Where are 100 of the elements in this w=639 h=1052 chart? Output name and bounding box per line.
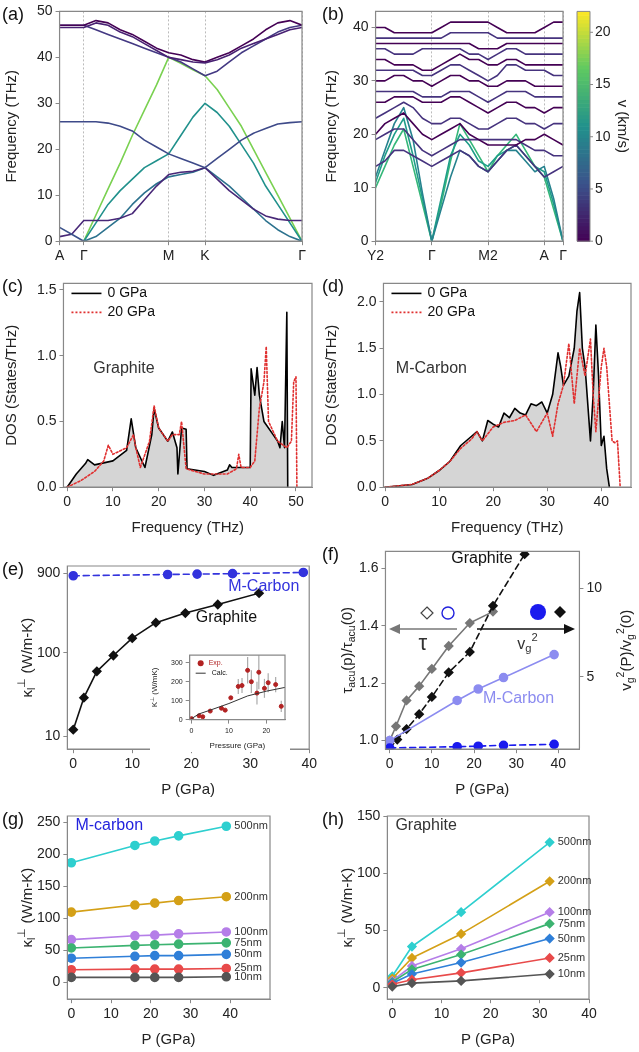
x-tick-label: 30 <box>242 755 259 772</box>
x-tick-label: 10 <box>105 493 121 510</box>
series-label: 500nm <box>557 835 592 848</box>
x-tick-label: A <box>539 247 550 264</box>
y-tick-label: 20 <box>36 140 53 157</box>
x-tick-label: 10 <box>124 755 141 772</box>
series-label: 100nm <box>234 924 268 937</box>
x-tick-label: 30 <box>532 1005 548 1022</box>
x-tick-label: 20 <box>143 1005 159 1022</box>
y-tick-label: 0 <box>52 973 61 990</box>
y-tick-label: 150 <box>357 806 381 823</box>
y-tick-label: 1.0 <box>36 346 57 363</box>
series-label: 50nm <box>557 931 586 944</box>
x-tick-label: 0 <box>69 755 78 772</box>
y-tick-label: 1.2 <box>358 674 379 691</box>
series-label: Graphite <box>195 607 258 625</box>
x-tick-label: 0 <box>388 1005 397 1022</box>
annotation: M-carbon <box>75 815 144 833</box>
color-bar-label: 20 <box>595 23 611 40</box>
y-axis-title: κl⊥ (W/m-K) <box>15 617 38 698</box>
x-tick-label: 30 <box>539 493 556 510</box>
y-tick-label: 100 <box>37 909 61 926</box>
x-tick-label: 30 <box>196 493 213 510</box>
legend-label: 20 GPa <box>427 303 476 320</box>
y-tick-label: 1.0 <box>356 385 377 402</box>
y-tick-label: 100 <box>37 643 61 660</box>
series-label: 100nm <box>557 905 592 918</box>
x-tick-label: M <box>162 247 175 264</box>
annotation: M-Carbon <box>395 359 467 377</box>
color-bar-label: 10 <box>595 127 611 144</box>
y-tick-label: 0.5 <box>356 431 377 448</box>
legend-label: 0 GPa <box>427 284 468 301</box>
x-tick-label: 40 <box>222 1005 239 1022</box>
x-tick-label: 0 <box>67 1005 76 1022</box>
x-axis-title: P (GPa) <box>141 1030 196 1048</box>
x-tick-label: A <box>54 247 65 264</box>
y-tick-label: 250 <box>37 813 61 830</box>
legend-label: 0 GPa <box>107 284 148 301</box>
x-tick-label: 30 <box>182 1005 199 1022</box>
y-tick-label: 2.0 <box>356 292 377 309</box>
y-tick-label: 20 <box>352 125 369 142</box>
series-label: Graphite <box>451 548 513 566</box>
series-label: 25nm <box>557 951 586 964</box>
x-tick-label: Γ <box>427 247 436 264</box>
y-tick-label: 0 <box>372 978 381 995</box>
x-tick-label: 0 <box>385 755 394 772</box>
y-tick-label: 1.4 <box>358 616 379 633</box>
color-bar-label: 5 <box>595 179 603 196</box>
y-tick-label: 900 <box>37 564 61 581</box>
chart-title: (b) <box>322 4 344 25</box>
y2-axis-title: vg2(P)/vg2(0) <box>614 609 637 691</box>
y-axis-title: DOS (States/THz) <box>322 324 340 446</box>
y-axis-title: κl⊥ (W/m-K) <box>15 867 38 948</box>
x-axis-title: Frequency (THz) <box>131 518 244 536</box>
series-label: 50nm <box>234 947 262 960</box>
y-tick-label: 1.0 <box>358 731 379 748</box>
x-tick-label: 20 <box>485 493 502 510</box>
chart-title: (a) <box>2 4 24 25</box>
x-tick-label: 10 <box>431 493 448 510</box>
x-tick-label: 40 <box>550 755 567 772</box>
y-tick-label: 0 <box>360 232 369 249</box>
x-axis-title: Frequency (THz) <box>450 518 564 536</box>
x-tick-label: 50 <box>288 493 304 510</box>
x-axis-title: Pressure (GPa) <box>209 741 266 751</box>
chart-title: (h) <box>322 808 344 829</box>
x-tick-label: 20 <box>183 755 200 772</box>
y-tick-label: 0.0 <box>36 478 57 495</box>
y-axis-title: DOS (States/THz) <box>2 324 20 446</box>
x-tick-label: Γ <box>298 247 307 264</box>
y-tick-label: 0.0 <box>356 478 377 495</box>
y-tick-label: 0.5 <box>36 412 57 429</box>
y2-tick-label: 5 <box>586 667 595 684</box>
color-bar-label: 0 <box>595 232 603 249</box>
series-label: 10nm <box>557 967 586 980</box>
y-axis-title: Frequency (THz) <box>2 70 20 183</box>
y-tick-label: 200 <box>37 845 61 862</box>
x-axis-title: P (GPa) <box>161 780 216 798</box>
series-label: 200nm <box>234 889 268 902</box>
y2-tick-label: 10 <box>586 578 603 595</box>
y-tick-label: 10 <box>36 186 53 203</box>
x-tick-label: Γ <box>79 247 88 264</box>
chart-title: (e) <box>2 558 24 579</box>
x-tick-label: 40 <box>593 493 610 510</box>
x-tick-label: 0 <box>63 493 72 510</box>
y-tick-label: 1.6 <box>358 559 379 576</box>
x-axis-title: P (GPa) <box>461 1030 515 1048</box>
y-axis-title: κl⊥ (W/m-K) <box>335 867 358 948</box>
x-tick-label: 20 <box>150 493 167 510</box>
series-label: 75nm <box>557 916 586 929</box>
x-tick-label: 20 <box>482 1005 499 1022</box>
y-axis-title: Frequency (THz) <box>322 70 340 183</box>
y-tick-label: 50 <box>44 941 61 958</box>
y-tick-label: 40 <box>36 48 53 65</box>
series-label: 75nm <box>234 935 262 948</box>
x-tick-label: 40 <box>242 493 259 510</box>
y-tick-label: 100 <box>357 864 381 881</box>
y-tick-label: 1.5 <box>356 339 377 356</box>
x-tick-label: 30 <box>508 755 525 772</box>
x-tick-label: 40 <box>301 755 318 772</box>
y-tick-label: 50 <box>364 921 381 938</box>
